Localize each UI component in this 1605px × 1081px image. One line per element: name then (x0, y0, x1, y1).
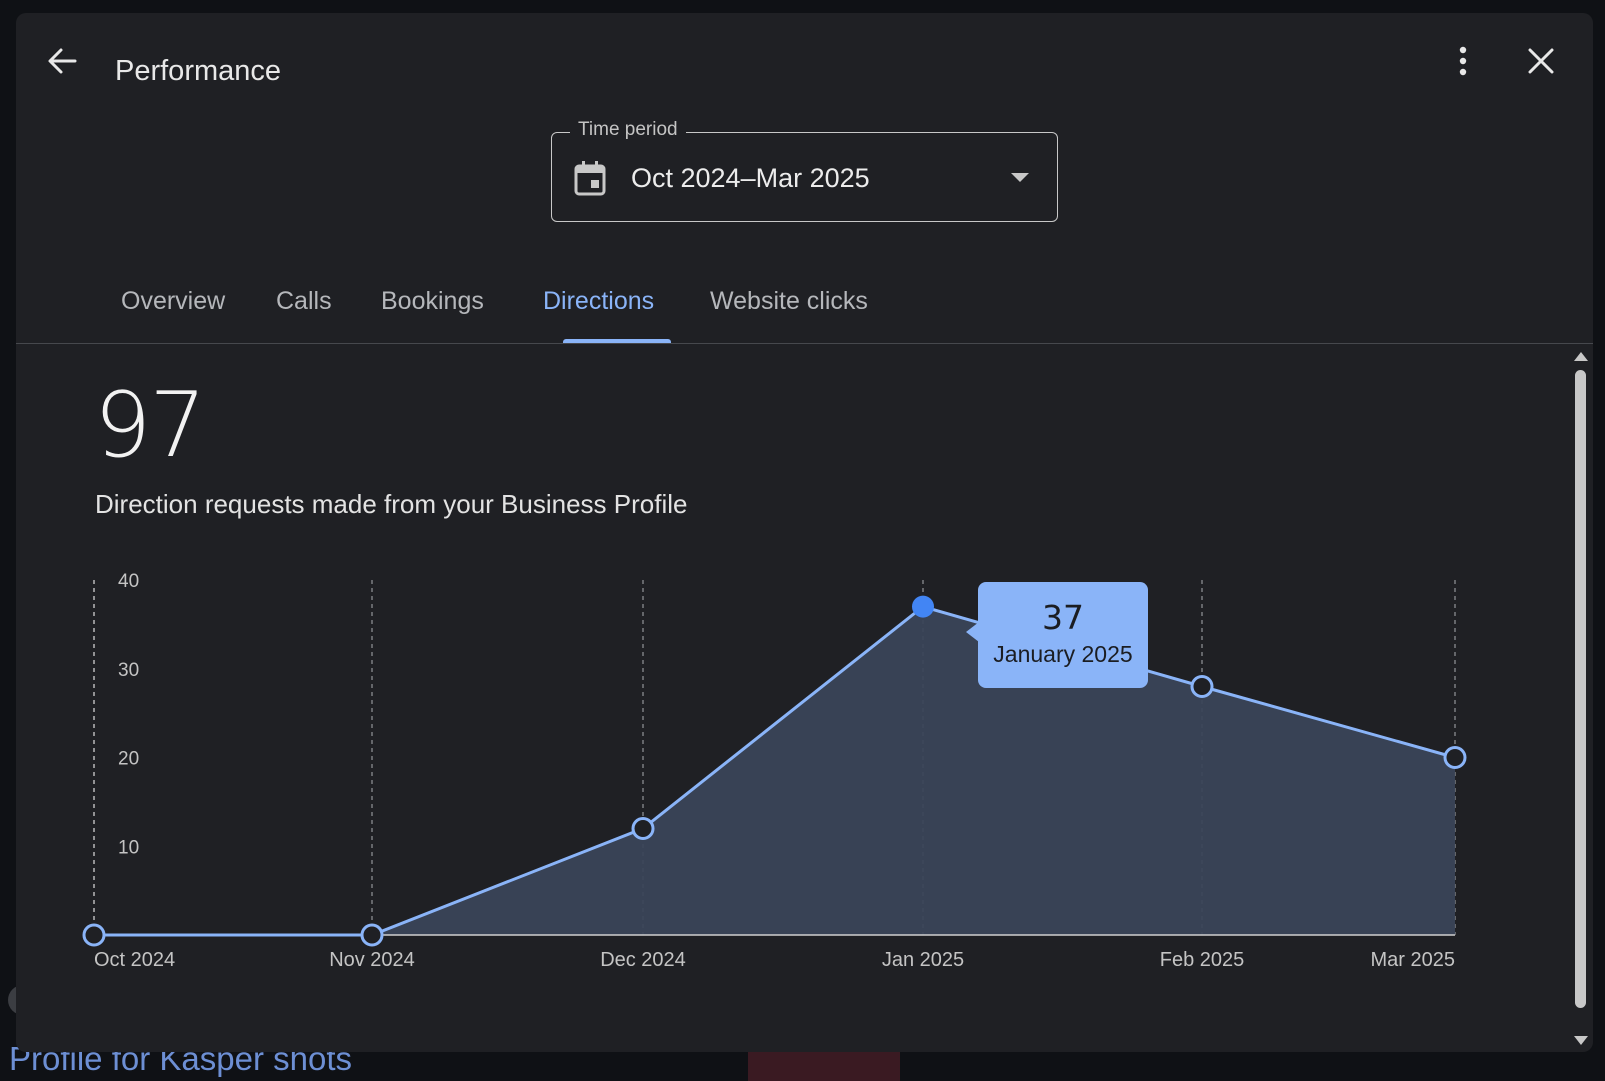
dialog-header: Performance (16, 13, 1593, 103)
tab-calls[interactable]: Calls (276, 287, 332, 315)
back-button[interactable] (42, 41, 82, 81)
data-point (1190, 675, 1214, 698)
time-period-select[interactable]: Time period Oct 2024–Mar 2025 (551, 119, 1058, 222)
total-directions-count: 97 (94, 373, 207, 478)
close-button[interactable] (1521, 41, 1561, 81)
tooltip-date: January 2025 (993, 641, 1133, 667)
scrollbar[interactable] (1571, 346, 1589, 1051)
directions-chart: 10 20 30 40 Oct 2024 Nov 2024 Dec 2024 Jan 2025… (82, 571, 1467, 971)
dialog-title: Performance (115, 55, 282, 87)
y-tick-label: 30 (118, 660, 139, 681)
data-point-highlighted (912, 595, 934, 618)
metric-description: Direction requests made from your Busine… (95, 489, 688, 519)
more-options-button[interactable] (1443, 41, 1483, 81)
x-tick-label: Jan 2025 (882, 949, 964, 971)
more-vert-icon (1459, 46, 1467, 76)
tab-overview[interactable]: Overview (121, 287, 226, 315)
scroll-down-arrow-icon[interactable] (1574, 1036, 1588, 1045)
performance-dialog: Performance Time period Oct 2024–Mar 202… (16, 13, 1593, 1052)
x-tick-label: Nov 2024 (329, 949, 415, 971)
dropdown-arrow-icon (1011, 173, 1029, 182)
tab-bar: Overview Calls Bookings Directions Websi… (16, 263, 1593, 344)
tooltip-pointer (966, 622, 979, 642)
arrow-back-icon (48, 48, 77, 74)
data-point (82, 923, 106, 947)
background-thumbnail (748, 1050, 900, 1081)
y-tick-label: 10 (118, 837, 139, 858)
x-tick-label: Mar 2025 (1371, 949, 1456, 971)
tab-bookings[interactable]: Bookings (381, 287, 484, 315)
data-point (1443, 746, 1467, 769)
scroll-up-arrow-icon[interactable] (1574, 352, 1588, 361)
x-tick-label: Dec 2024 (600, 949, 686, 971)
scroll-thumb[interactable] (1575, 370, 1586, 1008)
y-tick-label: 20 (118, 749, 139, 770)
data-point (360, 923, 384, 947)
chart-tooltip: 37 January 2025 (966, 582, 1148, 688)
close-icon (1528, 48, 1554, 74)
time-period-value: Oct 2024–Mar 2025 (631, 163, 870, 193)
active-tab-indicator (563, 339, 671, 343)
area-fill (94, 606, 1455, 935)
time-period-label: Time period (570, 119, 686, 141)
tab-website-clicks[interactable]: Website clicks (710, 287, 868, 315)
series-line (94, 604, 1456, 937)
data-point (631, 817, 655, 840)
tab-directions[interactable]: Directions (543, 287, 655, 315)
tooltip-value: 37 (1042, 598, 1084, 637)
calendar-icon (574, 161, 606, 196)
y-tick-label: 40 (118, 571, 139, 592)
x-tick-label: Oct 2024 (94, 949, 175, 971)
x-tick-label: Feb 2025 (1160, 949, 1245, 971)
